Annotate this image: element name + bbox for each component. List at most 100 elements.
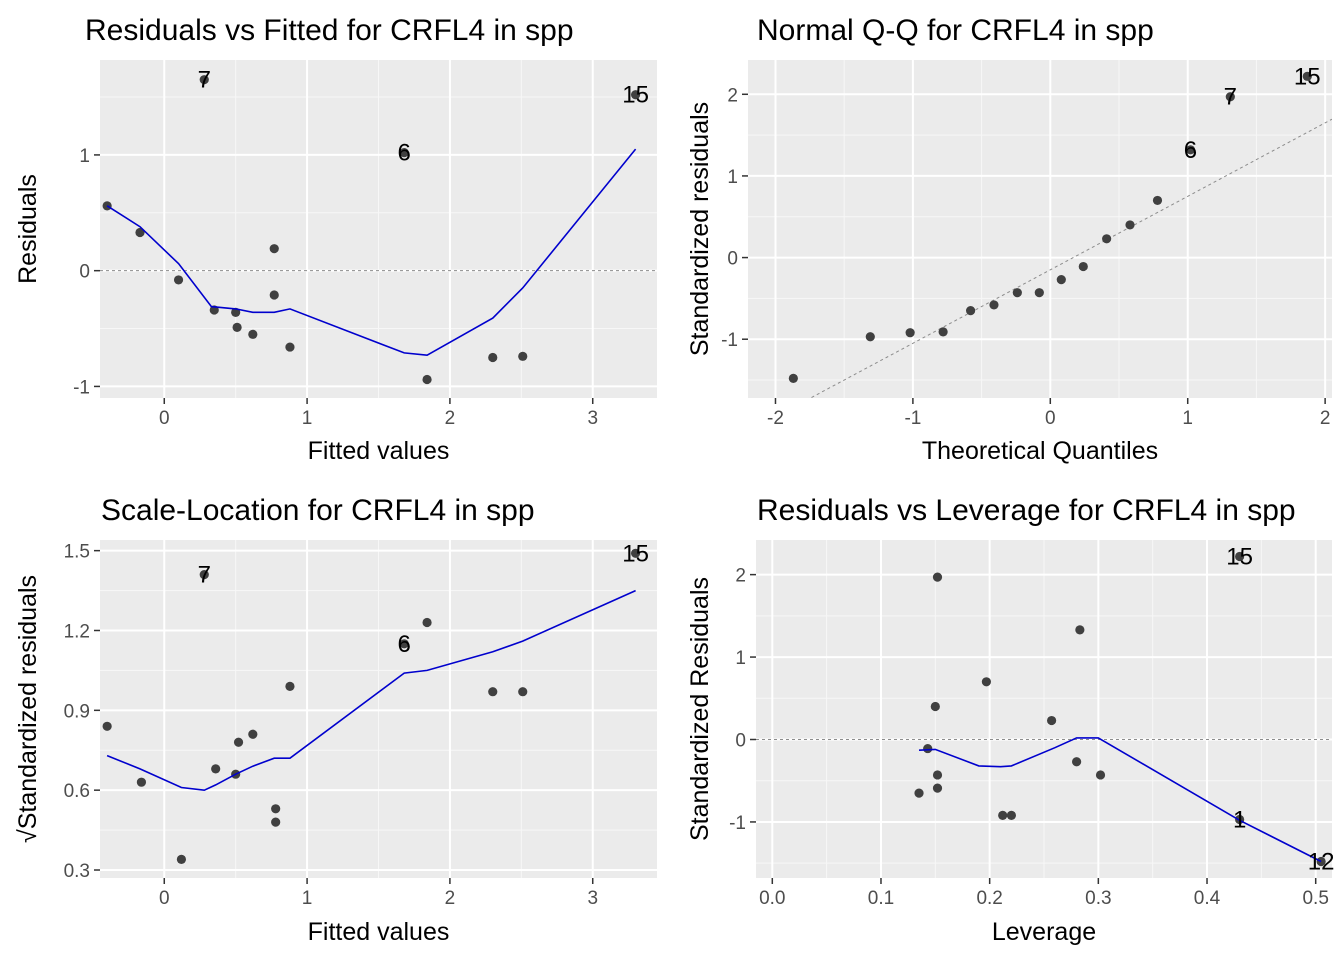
data-point (938, 327, 948, 337)
data-point (1056, 275, 1066, 285)
data-point (136, 777, 147, 787)
y-tick-label: 0.3 (64, 861, 90, 882)
data-point (989, 300, 999, 310)
data-point (1235, 551, 1245, 562)
data-point (1072, 757, 1082, 767)
x-tick-label: 1 (302, 408, 313, 429)
y-tick-label: -1 (73, 377, 90, 398)
data-point (788, 373, 798, 384)
smooth-line (106, 589, 636, 792)
x-tick-label: 2 (445, 888, 456, 909)
y-tick-label: -1 (729, 813, 746, 834)
y-tick-label: -1 (721, 330, 738, 351)
x-tick-label: 1 (1182, 408, 1193, 429)
data-point (269, 244, 279, 254)
data-point (1225, 92, 1235, 102)
point-label: 15 (1294, 63, 1321, 90)
data-point (518, 687, 528, 697)
data-point (932, 783, 943, 793)
y-tick-label: 2 (735, 566, 746, 587)
y-axis-label: Residuals (14, 174, 42, 284)
plot-background (748, 60, 1332, 398)
y-tick-label: 2 (727, 85, 738, 106)
data-point (1125, 220, 1135, 230)
x-tick-label: 0.5 (1302, 888, 1328, 909)
x-tick-label: 1 (302, 888, 313, 909)
plot-panel-2: 67 15 -2 -1 0 1 2 -1 0 1 2 Normal Q-Q for CRFL4 in … (686, 14, 1332, 465)
x-axis-label: Fitted values (308, 918, 450, 946)
data-point (271, 804, 281, 814)
data-point (932, 770, 943, 780)
x-tick-label: 0 (159, 888, 170, 909)
plot-panel-3: 7 6 15 0 1 2 3 0.3 0.6 0.9 1.2 1.5 Scale-Location fo… (14, 494, 657, 946)
x-tick-label: -2 (767, 408, 784, 429)
data-point (1102, 234, 1112, 244)
point-label: 12 (1308, 849, 1335, 876)
data-point (1316, 856, 1326, 867)
x-tick-label: 0 (159, 408, 170, 429)
plot-area (756, 551, 1332, 867)
data-point (1006, 810, 1016, 820)
plot-area (788, 71, 1332, 398)
data-point (1095, 770, 1106, 780)
data-point (271, 817, 281, 827)
y-axis-label: √Standardized residuals (14, 575, 42, 843)
data-point (199, 75, 209, 85)
data-point (1078, 261, 1088, 272)
x-tick-label: 0.1 (868, 888, 894, 909)
x-tick-label: 3 (587, 888, 598, 909)
y-tick-label: 0.6 (64, 781, 90, 802)
data-point (930, 701, 940, 712)
data-point (1302, 71, 1312, 81)
data-point (488, 687, 498, 697)
plot-panel-1: 7 6 15 0 1 2 3 -1 0 1 Residuals vs Fitted for CRFL… (14, 14, 657, 465)
x-tick-label: 0 (1045, 408, 1056, 429)
plot-title: Residuals vs Leverage for CRFL4 in spp (757, 494, 1296, 527)
data-point (932, 572, 943, 582)
y-tick-label: 1 (79, 146, 90, 167)
y-tick-label: 1.5 (64, 542, 90, 563)
data-point (1185, 145, 1196, 155)
x-tick-label: 0.3 (1085, 888, 1111, 909)
x-tick-label: 2 (1320, 408, 1331, 429)
data-point (923, 743, 933, 754)
smooth-line (918, 737, 1322, 863)
data-point (630, 90, 641, 100)
data-point (1012, 288, 1022, 298)
data-point (211, 764, 221, 774)
y-tick-label: 0.9 (64, 701, 90, 722)
data-point (248, 329, 258, 339)
data-point (518, 351, 528, 361)
y-tick-label: 1 (727, 167, 738, 188)
point-label: 15 (622, 540, 649, 567)
qq-reference-line (809, 118, 1332, 398)
point-label: 15 (622, 82, 649, 109)
x-tick-label: 0.0 (759, 888, 785, 909)
x-tick-label: 0.2 (976, 888, 1002, 909)
data-point (176, 854, 187, 864)
data-point (269, 290, 279, 300)
x-tick-label: 3 (587, 408, 598, 429)
point-label: 7 (198, 67, 211, 94)
data-point (488, 352, 498, 363)
y-axis-label: Standardized Residuals (686, 577, 714, 841)
x-tick-label: 0.4 (1194, 888, 1221, 909)
plot-area (102, 548, 641, 864)
y-tick-label: 0 (727, 249, 738, 270)
plot-title: Normal Q-Q for CRFL4 in spp (757, 14, 1154, 47)
data-point (1075, 625, 1085, 635)
data-point (285, 342, 295, 352)
data-point (248, 729, 258, 739)
data-point (135, 227, 145, 238)
y-axis-label: Standardized residuals (686, 102, 714, 356)
data-point (1047, 715, 1057, 726)
data-point (966, 306, 976, 316)
point-label: 15 (1226, 543, 1253, 570)
point-label: 7 (1224, 84, 1237, 111)
smooth-line (106, 148, 637, 357)
data-point (399, 148, 409, 158)
y-tick-label: 0 (735, 731, 746, 752)
data-point (422, 617, 432, 628)
